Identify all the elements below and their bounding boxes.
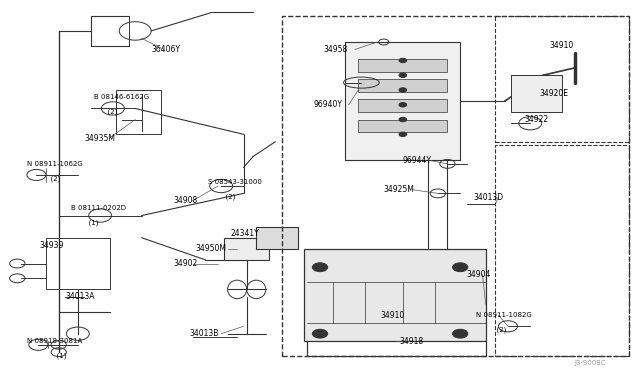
Text: (1): (1): [84, 220, 99, 226]
Circle shape: [399, 117, 406, 122]
Text: (2): (2): [492, 327, 506, 333]
Bar: [282, 16, 629, 356]
Bar: [358, 99, 447, 112]
Bar: [358, 79, 447, 92]
Circle shape: [399, 88, 406, 92]
Bar: [256, 227, 298, 249]
Bar: [495, 145, 629, 356]
Text: 34950M: 34950M: [196, 244, 227, 253]
Circle shape: [452, 329, 468, 338]
Text: B 08111-0202D: B 08111-0202D: [72, 205, 127, 211]
Bar: [46, 238, 109, 289]
Circle shape: [399, 73, 406, 77]
Text: N 08911-1062G: N 08911-1062G: [27, 161, 83, 167]
Text: 96944Y: 96944Y: [403, 155, 432, 165]
Text: J3·9008C: J3·9008C: [575, 360, 606, 366]
Circle shape: [399, 58, 406, 62]
Text: 34902: 34902: [173, 259, 198, 268]
Text: B 08146-6162G: B 08146-6162G: [94, 94, 149, 100]
Text: 34013D: 34013D: [473, 193, 503, 202]
Text: 34910: 34910: [549, 41, 573, 50]
Text: 34925M: 34925M: [384, 185, 415, 194]
Text: 34939: 34939: [40, 241, 64, 250]
Text: (2): (2): [103, 109, 118, 115]
Bar: [225, 238, 269, 260]
Circle shape: [312, 263, 328, 272]
Bar: [495, 16, 629, 142]
Text: 34910: 34910: [381, 311, 404, 320]
Bar: [346, 42, 460, 160]
Text: S 08543-31000: S 08543-31000: [209, 179, 262, 185]
Text: 36406Y: 36406Y: [151, 45, 180, 54]
Bar: [304, 249, 486, 341]
Circle shape: [399, 132, 406, 137]
Text: 96940Y: 96940Y: [314, 100, 342, 109]
Text: N 08911-1082G: N 08911-1082G: [476, 312, 532, 318]
Text: (2): (2): [221, 194, 236, 201]
Text: 34013B: 34013B: [189, 329, 219, 338]
Text: (2): (2): [46, 175, 60, 182]
Text: 34935M: 34935M: [84, 134, 115, 142]
Text: 34908: 34908: [173, 196, 198, 205]
Text: 34918: 34918: [399, 337, 424, 346]
Text: 34920E: 34920E: [540, 89, 569, 98]
Bar: [511, 75, 562, 112]
Text: N 08918-3081A: N 08918-3081A: [27, 338, 82, 344]
Text: 34922: 34922: [524, 115, 548, 124]
Text: 34013A: 34013A: [65, 292, 95, 301]
Text: 34904: 34904: [467, 270, 491, 279]
Text: 34958: 34958: [323, 45, 348, 54]
Text: (1): (1): [52, 353, 67, 359]
Bar: [358, 119, 447, 132]
Bar: [116, 90, 161, 134]
Circle shape: [312, 329, 328, 338]
Text: 24341Y: 24341Y: [231, 230, 260, 238]
Circle shape: [399, 103, 406, 107]
Bar: [358, 59, 447, 71]
Circle shape: [452, 263, 468, 272]
